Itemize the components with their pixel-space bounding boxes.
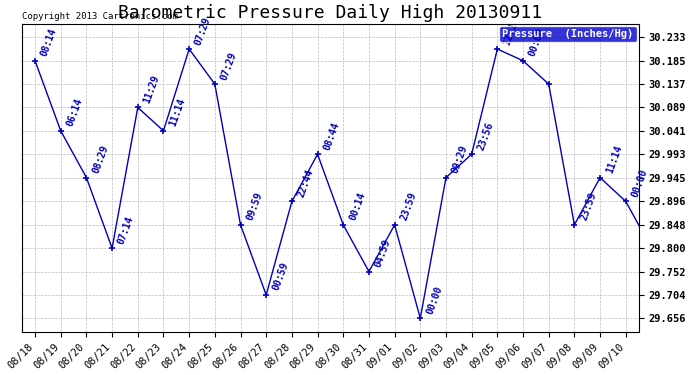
- Text: 23:59: 23:59: [399, 191, 418, 222]
- Text: 22:44: 22:44: [296, 168, 315, 199]
- Text: 00:00: 00:00: [424, 285, 444, 315]
- Text: Copyright 2013 Cartronics.com: Copyright 2013 Cartronics.com: [22, 12, 178, 21]
- Text: 11:14: 11:14: [168, 97, 187, 128]
- Text: 07:29: 07:29: [219, 50, 239, 81]
- Text: 08:29: 08:29: [90, 144, 110, 175]
- Text: 04:59: 04:59: [373, 238, 393, 269]
- Text: 08:44: 08:44: [322, 120, 341, 152]
- Text: 09:59: 09:59: [245, 191, 264, 222]
- Text: 00:00: 00:00: [630, 168, 649, 199]
- Legend: Pressure  (Inches/Hg): Pressure (Inches/Hg): [499, 26, 637, 42]
- Text: 11:29: 11:29: [142, 74, 161, 105]
- Text: 20:59: 20:59: [0, 374, 1, 375]
- Text: 08:14: 08:14: [39, 27, 59, 58]
- Text: 07:29: 07:29: [193, 15, 213, 46]
- Text: 00:59: 00:59: [270, 261, 290, 292]
- Title: Barometric Pressure Daily High 20130911: Barometric Pressure Daily High 20130911: [119, 4, 542, 22]
- Text: 00:00: 00:00: [527, 27, 546, 58]
- Text: 23:56: 23:56: [476, 120, 495, 152]
- Text: 07:14: 07:14: [116, 214, 136, 245]
- Text: 09:29: 09:29: [450, 144, 470, 175]
- Text: 06:14: 06:14: [65, 97, 84, 128]
- Text: 12:1: 12:1: [502, 21, 519, 46]
- Text: 11:14: 11:14: [604, 144, 624, 175]
- Text: 23:59: 23:59: [579, 191, 598, 222]
- Text: 00:14: 00:14: [347, 191, 367, 222]
